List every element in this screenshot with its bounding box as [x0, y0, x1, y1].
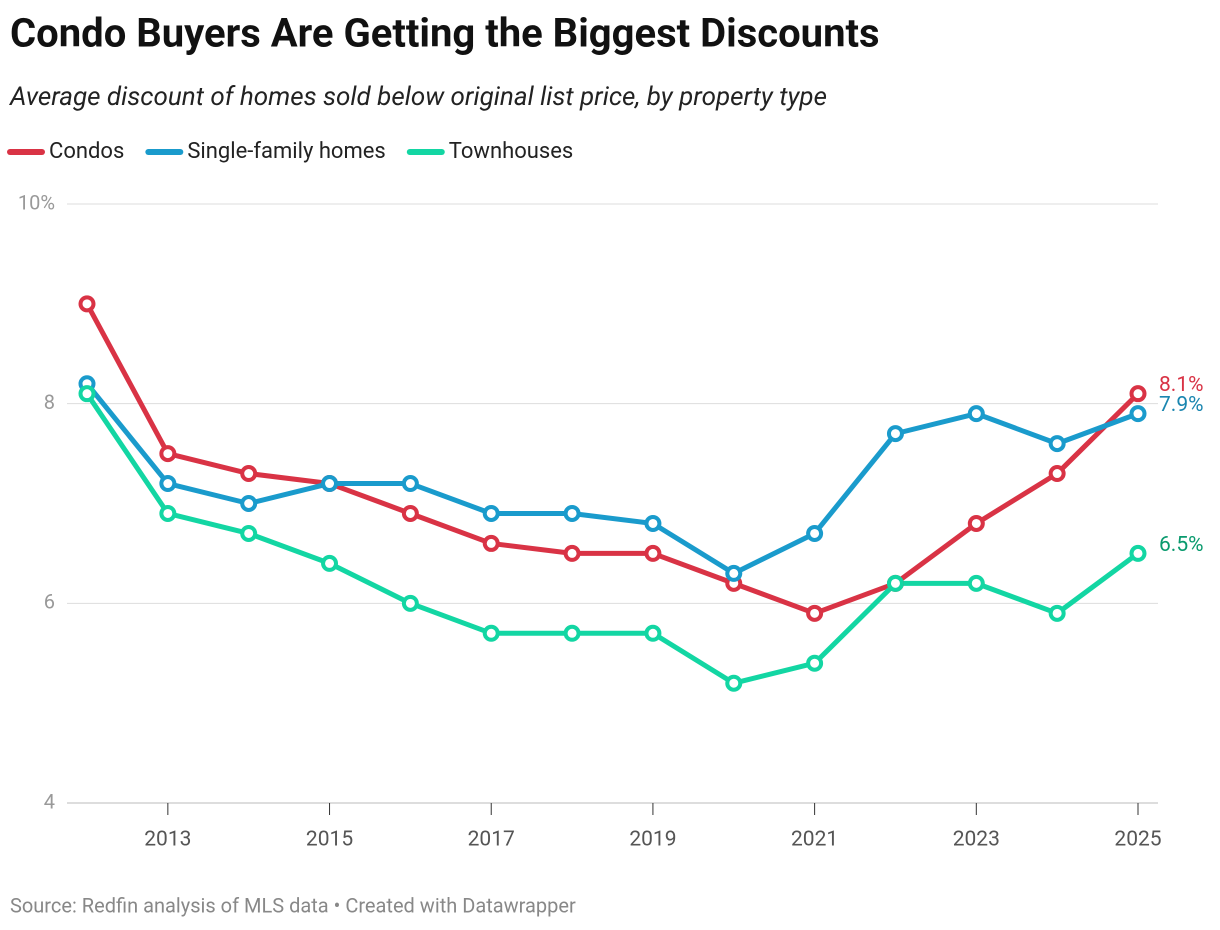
x-tick-label: 2023 [953, 828, 1000, 852]
data-point [563, 624, 581, 642]
data-point [482, 504, 500, 522]
data-point [806, 604, 824, 622]
data-point [1129, 544, 1147, 562]
legend-label: Condos [49, 139, 124, 164]
x-tick-label: 2025 [1114, 828, 1161, 852]
data-point [725, 564, 743, 582]
data-point [1129, 405, 1147, 423]
value-label: 8.1% [1159, 373, 1204, 397]
data-point [159, 504, 177, 522]
data-point [401, 475, 419, 493]
y-tick-label: 6 [44, 590, 55, 614]
chart-subtitle: Average discount of homes sold below ori… [8, 82, 827, 112]
series-line [84, 381, 1141, 576]
data-point [159, 475, 177, 493]
data-point [78, 385, 96, 403]
x-tick-label: 2017 [468, 828, 515, 852]
data-point [1048, 604, 1066, 622]
data-point [321, 554, 339, 572]
data-point [401, 594, 419, 612]
data-point [482, 624, 500, 642]
value-label: 7.9% [1159, 393, 1204, 417]
data-point [1129, 385, 1147, 403]
series-line [84, 391, 1141, 686]
data-point [240, 465, 258, 483]
data-point [886, 425, 904, 443]
data-point [806, 524, 824, 542]
x-tick-label: 2021 [791, 828, 838, 852]
data-point [321, 475, 339, 493]
y-tick-label: 4 [44, 789, 55, 813]
data-point [967, 574, 985, 592]
data-point [401, 504, 419, 522]
y-tick-label: 8 [44, 390, 55, 414]
data-point [644, 514, 662, 532]
series-line [84, 301, 1141, 616]
data-point [644, 544, 662, 562]
data-point [240, 524, 258, 542]
source-note: Source: Redfin analysis of MLS data • Cr… [10, 893, 576, 917]
data-point [78, 295, 96, 313]
value-label: 6.5% [1159, 533, 1204, 557]
x-tick-label: 2013 [144, 828, 191, 852]
legend-label: Single-family homes [187, 139, 385, 164]
data-point [159, 445, 177, 463]
data-point [967, 405, 985, 423]
x-tick-label: 2015 [306, 828, 353, 852]
data-point [1048, 465, 1066, 483]
data-point [725, 674, 743, 692]
y-tick-label: 10% [18, 190, 55, 214]
legend-label: Townhouses [449, 139, 573, 164]
data-point [886, 574, 904, 592]
data-point [482, 534, 500, 552]
data-point [644, 624, 662, 642]
data-point [563, 504, 581, 522]
data-point [240, 495, 258, 512]
data-point [1048, 435, 1066, 453]
data-point [563, 544, 581, 562]
data-point [806, 654, 824, 672]
data-point [967, 514, 985, 532]
x-tick-label: 2019 [629, 828, 676, 852]
chart-title: Condo Buyers Are Getting the Biggest Dis… [10, 10, 880, 57]
